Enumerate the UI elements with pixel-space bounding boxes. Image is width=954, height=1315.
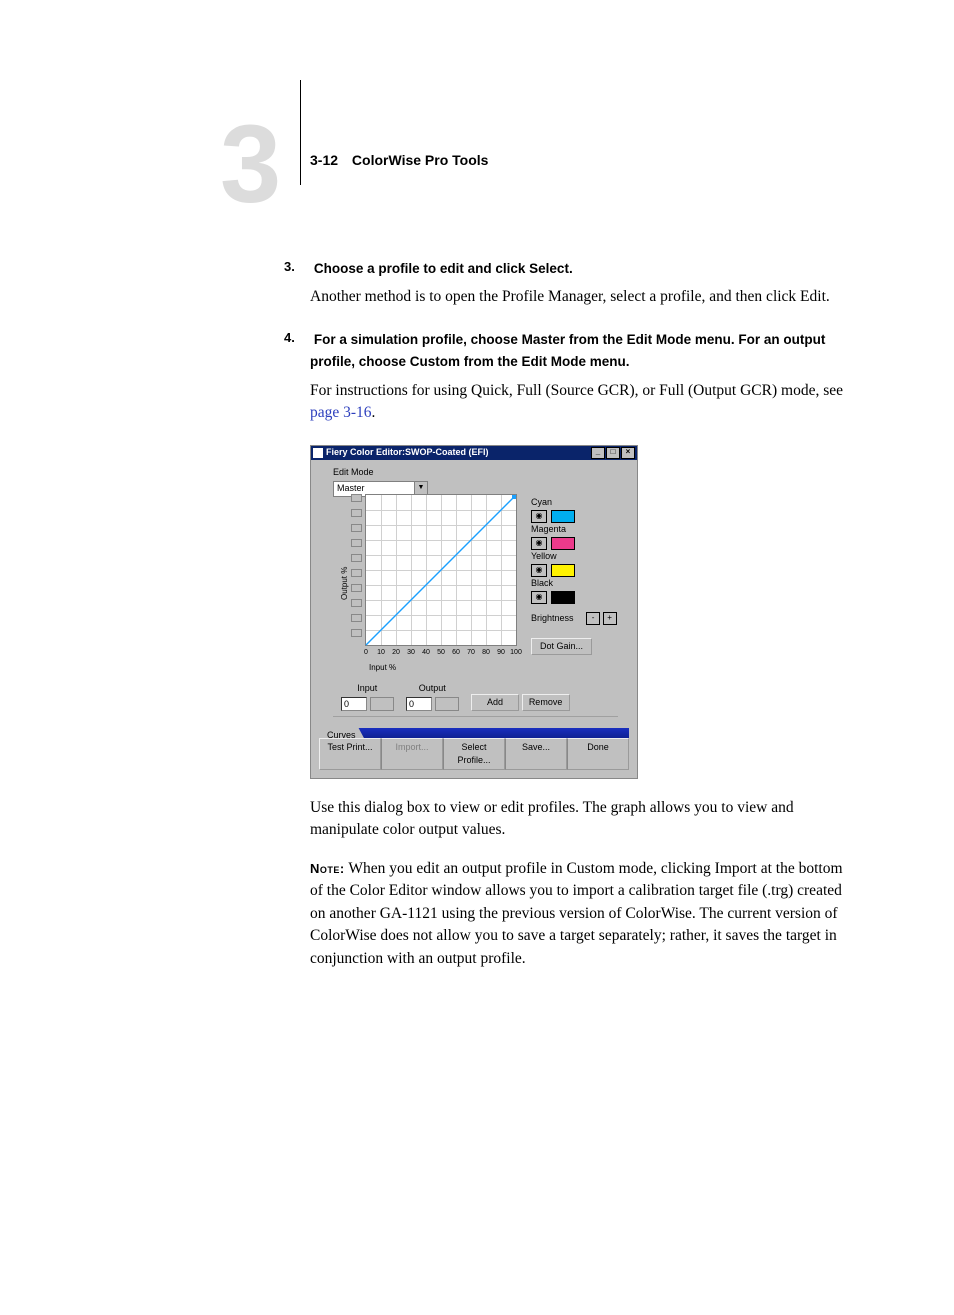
ytick-marker [351,629,362,637]
minimize-button[interactable]: _ [591,447,605,459]
xtick: 100 [509,648,523,658]
ytick-marker [351,554,362,562]
body-text: For instructions for using Quick, Full (… [310,382,843,399]
channel-magenta: Magenta ◉ [531,523,575,549]
step-body: Another method is to open the Profile Ma… [310,286,850,308]
io-row: Input 0 Output 0 Add Remove [341,682,621,711]
ytick-marker [351,509,362,517]
select-profile-button[interactable]: Select Profile... [443,738,505,770]
channel-label: Black [531,577,575,590]
brightness-row: Brightness - + [531,612,617,625]
ytick-marker [351,584,362,592]
edit-mode-label: Edit Mode [333,466,629,479]
eye-icon[interactable]: ◉ [531,591,547,604]
add-button[interactable]: Add [471,694,519,711]
output-slider[interactable] [435,697,459,711]
xtick: 60 [449,648,463,658]
dot-gain-button[interactable]: Dot Gain... [531,638,592,655]
dotgain-row: Dot Gain... [531,632,592,655]
chapter-number: 3 [220,110,281,220]
window-title: Fiery Color Editor:SWOP-Coated (EFI) [326,446,489,459]
input-label: Input [341,682,394,695]
xtick: 20 [389,648,403,658]
brightness-plus-button[interactable]: + [603,612,617,625]
step-3: 3. Choose a profile to edit and click Se… [310,258,850,309]
color-swatch[interactable] [551,537,575,550]
page-link[interactable]: page 3-16 [310,404,372,421]
remove-button[interactable]: Remove [522,694,570,711]
channel-black: Black ◉ [531,577,575,603]
input-col: Input 0 [341,682,394,711]
note-body: When you edit an output profile in Custo… [310,860,843,967]
body-paragraph: Use this dialog box to view or edit prof… [310,797,850,842]
x-axis-label: Input % [369,662,396,674]
body-text: . [372,404,376,421]
note-paragraph: Note: When you edit an output profile in… [310,858,850,970]
y-axis-label: Output % [339,566,351,599]
ytick-marker [351,539,362,547]
titlebar[interactable]: Fiery Color Editor:SWOP-Coated (EFI) _ □… [311,446,637,460]
color-swatch[interactable] [551,510,575,523]
header-divider [300,80,301,185]
channel-cyan: Cyan ◉ [531,496,575,522]
ytick-marker [351,599,362,607]
import-button[interactable]: Import... [381,738,443,770]
step-number: 4. [284,329,285,348]
xtick: 50 [434,648,448,658]
maximize-button[interactable]: □ [606,447,620,459]
xtick: 40 [419,648,433,658]
step-number: 3. [284,258,285,277]
brightness-label: Brightness [531,613,574,623]
output-col: Output 0 [406,682,459,711]
output-label: Output [406,682,459,695]
separator [333,716,618,717]
xtick: 10 [374,648,388,658]
brightness-minus-button[interactable]: - [586,612,600,625]
channel-yellow: Yellow ◉ [531,550,575,576]
step-heading: For a simulation profile, choose Master … [310,332,825,369]
step-body: For instructions for using Quick, Full (… [310,380,850,425]
page: 3 3-12 ColorWise Pro Tools 3. Choose a p… [0,0,954,1315]
button-bar: Test Print... Import... Select Profile..… [319,738,629,770]
curve-graph[interactable] [365,494,517,646]
ytick-marker [351,524,362,532]
xtick: 80 [479,648,493,658]
chapter-title: ColorWise Pro Tools [352,152,489,168]
eye-icon[interactable]: ◉ [531,510,547,523]
step-4: 4. For a simulation profile, choose Mast… [310,329,850,425]
color-swatch[interactable] [551,591,575,604]
channel-label: Magenta [531,523,575,536]
note-label: Note: [310,861,345,876]
channel-label: Yellow [531,550,575,563]
xtick: 30 [404,648,418,658]
ytick-marker [351,494,362,502]
input-field[interactable]: 0 [341,697,367,711]
eye-icon[interactable]: ◉ [531,564,547,577]
xtick: 90 [494,648,508,658]
xtick: 0 [359,648,373,658]
save-button[interactable]: Save... [505,738,567,770]
step-heading: Choose a profile to edit and click Selec… [314,261,573,276]
dialog-body: Edit Mode Master ▼ Output % [311,460,637,778]
done-button[interactable]: Done [567,738,629,770]
ytick-marker [351,569,362,577]
running-head: 3-12 ColorWise Pro Tools [310,152,488,168]
app-icon [313,448,323,458]
content: 3. Choose a profile to edit and click Se… [310,258,850,986]
channel-label: Cyan [531,496,575,509]
eye-icon[interactable]: ◉ [531,537,547,550]
page-number: 3-12 [310,152,338,168]
curve-line [366,495,516,645]
input-slider[interactable] [370,697,394,711]
close-button[interactable]: × [621,447,635,459]
output-field[interactable]: 0 [406,697,432,711]
color-swatch[interactable] [551,564,575,577]
color-editor-dialog: Fiery Color Editor:SWOP-Coated (EFI) _ □… [310,445,638,779]
test-print-button[interactable]: Test Print... [319,738,381,770]
ytick-marker [351,614,362,622]
xtick: 70 [464,648,478,658]
